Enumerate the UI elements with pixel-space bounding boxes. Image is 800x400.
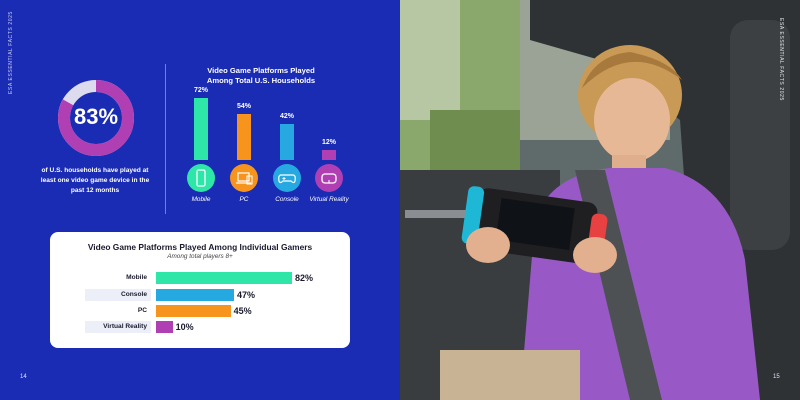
- gamers-chart-title: Video Game Platforms Played Among Indivi…: [87, 242, 313, 252]
- page-number-right: 15: [773, 374, 780, 380]
- donut-percent: 83%: [73, 104, 119, 129]
- household-bar-value-console: 42%: [279, 112, 294, 120]
- household-bar-value-virtual-reality: 12%: [321, 138, 336, 146]
- gamers-bar-label-mobile: Mobile: [126, 274, 147, 281]
- vertical-page-label: ESA ESSENTIAL FACTS 2025: [8, 11, 14, 94]
- household-bar-value-mobile: 72%: [193, 87, 208, 94]
- laptop-icon: [230, 164, 258, 192]
- divider: [165, 64, 166, 214]
- left-page: ESA ESSENTIAL FACTS 2025 83% of U.S. hou…: [0, 0, 400, 400]
- gamers-bar-label-console: Console: [85, 289, 151, 301]
- household-bar-label-mobile: Mobile: [191, 196, 211, 203]
- photo-boy-playing-handheld-console: [400, 0, 800, 400]
- gamers-bar-virtual-reality: [156, 321, 173, 333]
- gamers-bar-label-pc: PC: [137, 307, 147, 314]
- vertical-page-label-right: ESA ESSENTIAL FACTS 2025: [778, 18, 784, 101]
- gamers-bar-label-virtual-reality: Virtual Reality: [85, 321, 151, 333]
- gamers-bar-pc: [156, 305, 231, 317]
- gamepad-icon: [273, 164, 301, 192]
- vr-headset-icon: [315, 164, 343, 192]
- gamers-chart-subtitle: Among total players 8+: [167, 253, 233, 260]
- household-bar-value-pc: 54%: [236, 102, 251, 110]
- donut-value-arc: [58, 80, 134, 156]
- household-bar-pc: [237, 113, 251, 160]
- gamers-bar-value-console: 47%: [236, 290, 255, 300]
- household-bar-virtual-reality: [322, 149, 336, 160]
- gamers-bar-value-pc: 45%: [233, 306, 252, 316]
- right-page-photo: ESA ESSENTIAL FACTS 2025 15: [400, 0, 800, 400]
- household-bar-label-console: Console: [275, 196, 299, 203]
- gamers-bar-value-mobile: 82%: [295, 273, 314, 283]
- donut-caption: of U.S. households have played at least …: [40, 167, 150, 194]
- household-bar-label-pc: PC: [239, 196, 249, 203]
- page-number-left: 14: [20, 374, 27, 380]
- household-chart-title: Video Game Platforms Played Among Total …: [206, 66, 316, 85]
- gamers-bar-console: [156, 289, 234, 301]
- gamers-bar-value-virtual-reality: 10%: [175, 322, 194, 332]
- gamers-chart-card: Video Game Platforms Played Among Indivi…: [50, 232, 350, 348]
- phone-icon: [187, 164, 215, 192]
- household-donut-chart: [58, 80, 134, 156]
- household-bar-mobile: [194, 98, 208, 160]
- gamers-bar-mobile: [156, 272, 292, 284]
- household-bar-label-virtual-reality: Virtual Reality: [309, 196, 349, 203]
- household-bar-console: [280, 123, 294, 160]
